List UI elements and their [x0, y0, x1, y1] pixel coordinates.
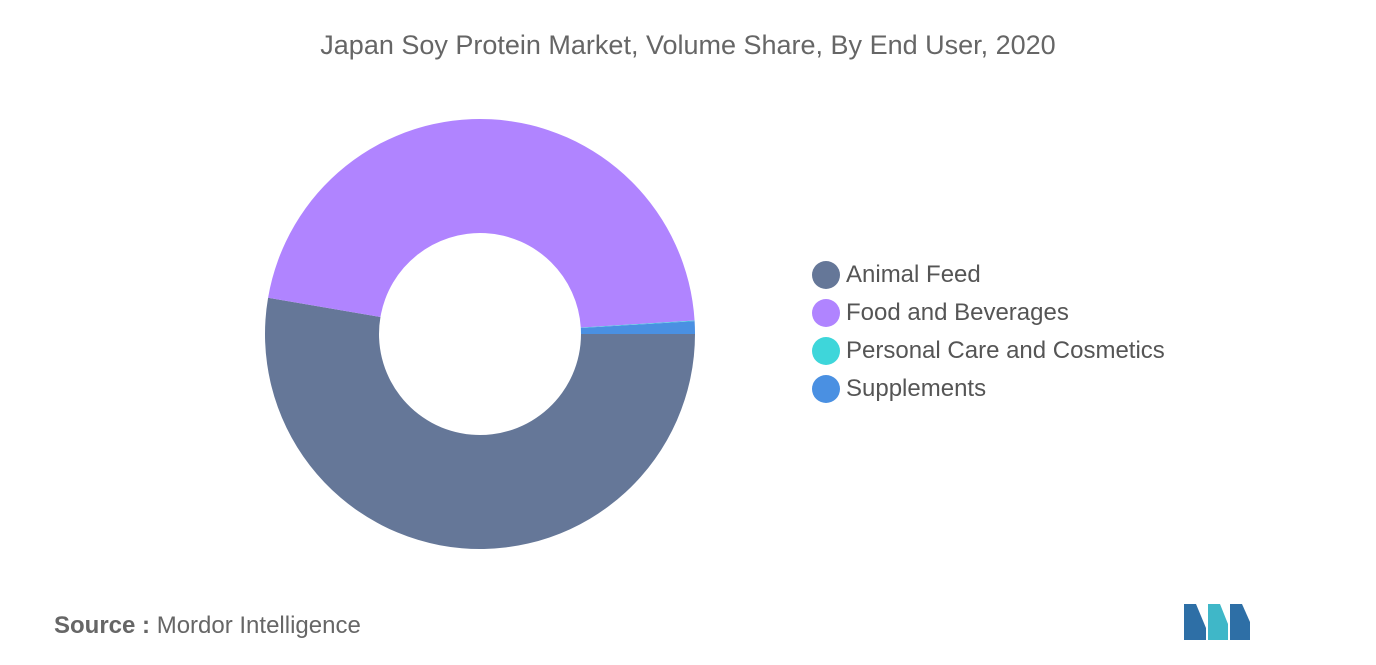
legend-label: Personal Care and Cosmetics	[846, 337, 1165, 364]
slice-animal-feed	[265, 297, 695, 550]
slice-personal-care-and-cosmetics	[580, 320, 695, 328]
source-text: Mordor Intelligence	[156, 612, 361, 639]
legend-item: Personal Care and Cosmetics	[812, 332, 1165, 370]
legend-swatch	[812, 375, 840, 403]
legend-swatch	[812, 261, 840, 289]
chart-legend: Animal Feed Food and Beverages Personal Ca…	[812, 256, 1165, 408]
legend-swatch	[812, 299, 840, 327]
mordor-intelligence-logo	[1184, 604, 1250, 640]
legend-item: Animal Feed	[812, 256, 1165, 294]
legend-swatch	[812, 337, 840, 365]
legend-label: Food and Beverages	[846, 299, 1069, 326]
legend-item: Food and Beverages	[812, 294, 1165, 332]
legend-label: Supplements	[846, 375, 987, 402]
legend-label: Animal Feed	[846, 261, 981, 288]
slice-food-and-beverages	[268, 119, 695, 328]
donut-slices	[265, 119, 695, 550]
legend-item: Supplements	[812, 370, 1165, 408]
slice-supplements	[580, 321, 695, 334]
source-note: Source : Mordor Intelligence	[54, 612, 361, 640]
chart-title: Japan Soy Protein Market, Volume Share, …	[320, 30, 1056, 60]
source-prefix: Source :	[54, 612, 151, 639]
